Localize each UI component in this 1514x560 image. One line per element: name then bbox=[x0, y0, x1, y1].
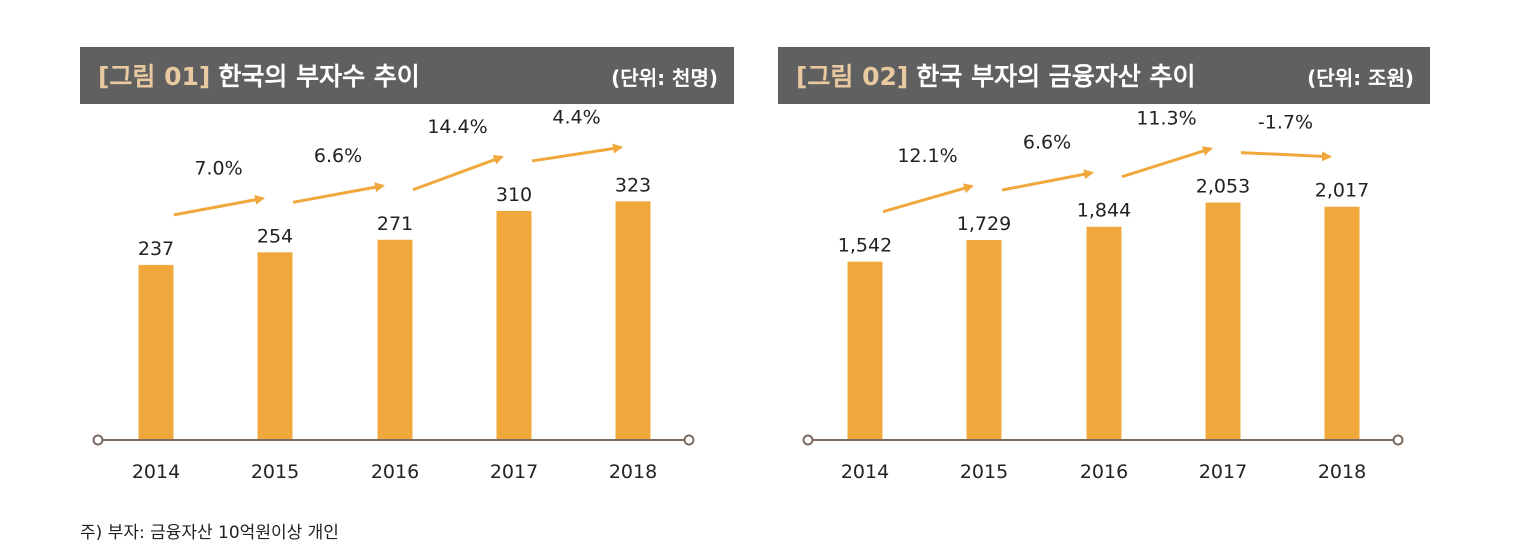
growth-label-4: 4.4% bbox=[552, 106, 600, 128]
bar-2014 bbox=[138, 264, 174, 440]
value-label-2017: 310 bbox=[496, 184, 532, 206]
x-tick-label-2016: 2016 bbox=[371, 461, 419, 483]
growth-arrow-3 bbox=[412, 155, 504, 192]
bar-2015 bbox=[966, 240, 1002, 440]
chart-title-text-1: 한국의 부자수 추이 bbox=[218, 62, 420, 91]
growth-label-1: 12.1% bbox=[897, 145, 957, 167]
axis-end-dot bbox=[1392, 434, 1404, 446]
x-tick-label-2017: 2017 bbox=[490, 461, 538, 483]
growth-label-2: 6.6% bbox=[1023, 132, 1071, 154]
footnote: 주) 부자: 금융자산 10억원이상 개인 bbox=[80, 523, 339, 543]
x-tick-label-2015: 2015 bbox=[960, 461, 1008, 483]
x-tick-label-2018: 2018 bbox=[609, 461, 657, 483]
bar-2014 bbox=[847, 261, 883, 440]
axis-end-dot bbox=[683, 434, 695, 446]
x-tick-label-2016: 2016 bbox=[1080, 461, 1128, 483]
value-label-2014: 1,542 bbox=[838, 235, 892, 257]
growth-label-4: -1.7% bbox=[1258, 112, 1313, 134]
chart-title-2: [그림 02] 한국 부자의 금융자산 추이 bbox=[796, 57, 1195, 93]
axis-start-dot bbox=[92, 434, 104, 446]
value-label-2018: 2,017 bbox=[1315, 180, 1369, 202]
bar-2016 bbox=[377, 239, 413, 440]
growth-arrow-3 bbox=[1121, 146, 1213, 179]
chart-header-2: [그림 02] 한국 부자의 금융자산 추이 (단위: 조원) bbox=[778, 47, 1430, 104]
chart-panel-2: [그림 02] 한국 부자의 금융자산 추이 (단위: 조원) 1,542 2014… bbox=[778, 47, 1430, 487]
chart-panel-1: [그림 01] 한국의 부자수 추이 (단위: 천명) 237 2014 254 201… bbox=[80, 47, 734, 487]
growth-arrow-2 bbox=[292, 182, 385, 204]
bar-2017 bbox=[1205, 202, 1241, 440]
x-tick-label-2014: 2014 bbox=[841, 461, 889, 483]
growth-arrow-4 bbox=[1240, 151, 1332, 162]
figure-number-1: [그림 01] bbox=[98, 62, 211, 91]
x-tick-label-2017: 2017 bbox=[1199, 461, 1247, 483]
chart-title-1: [그림 01] 한국의 부자수 추이 bbox=[98, 57, 420, 93]
growth-arrow-1 bbox=[173, 194, 265, 217]
bar-2018 bbox=[615, 201, 651, 440]
bar-2017 bbox=[496, 210, 532, 440]
chart-header-1: [그림 01] 한국의 부자수 추이 (단위: 천명) bbox=[80, 47, 734, 104]
bar-2016 bbox=[1086, 226, 1122, 440]
unit-label-1: (단위: 천명) bbox=[611, 66, 718, 90]
x-tick-label-2015: 2015 bbox=[251, 461, 299, 483]
value-label-2016: 271 bbox=[377, 213, 413, 235]
value-label-2016: 1,844 bbox=[1077, 200, 1131, 222]
bar-chart-1: 237 2014 254 2015 271 2016 310 2017 323 2018 7.0% 6… bbox=[92, 106, 695, 483]
bar-2018 bbox=[1324, 206, 1360, 440]
chart-title-text-2: 한국 부자의 금융자산 추이 bbox=[916, 62, 1196, 91]
x-tick-label-2014: 2014 bbox=[132, 461, 180, 483]
growth-label-2: 6.6% bbox=[314, 145, 362, 167]
value-label-2015: 1,729 bbox=[957, 213, 1011, 235]
growth-label-1: 7.0% bbox=[194, 157, 242, 179]
value-label-2015: 254 bbox=[257, 225, 293, 247]
figure-number-2: [그림 02] bbox=[796, 62, 909, 91]
bar-2015 bbox=[257, 252, 293, 440]
value-label-2014: 237 bbox=[138, 238, 174, 260]
growth-arrow-2 bbox=[1001, 169, 1094, 192]
growth-label-3: 11.3% bbox=[1136, 108, 1196, 130]
bar-chart-2: 1,542 2014 1,729 2015 1,844 2016 2,053 2017 2,01… bbox=[802, 108, 1404, 483]
value-label-2017: 2,053 bbox=[1196, 176, 1250, 198]
axis-start-dot bbox=[802, 434, 814, 446]
value-label-2018: 323 bbox=[615, 174, 651, 196]
growth-label-3: 14.4% bbox=[427, 116, 487, 138]
growth-arrow-4 bbox=[531, 143, 623, 163]
x-tick-label-2018: 2018 bbox=[1318, 461, 1366, 483]
growth-arrow-1 bbox=[882, 183, 974, 214]
unit-label-2: (단위: 조원) bbox=[1307, 66, 1414, 90]
